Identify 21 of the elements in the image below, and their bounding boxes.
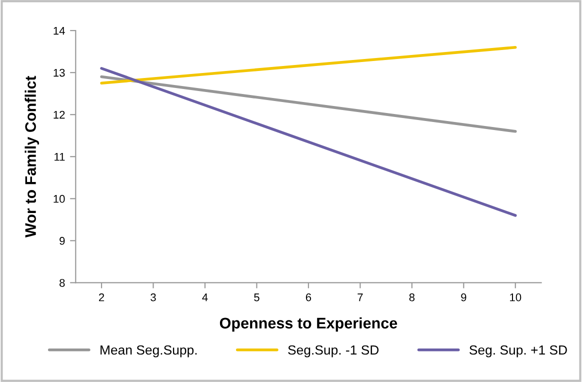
x-tick-label: 10 (510, 293, 522, 302)
x-tick-label: 9 (461, 293, 466, 302)
y-tick-label: 9 (60, 236, 65, 245)
legend-label: Mean Seg.Supp. (100, 345, 197, 358)
y-axis-title: Wor to Family Conflict (24, 76, 39, 238)
y-tick-label: 14 (54, 26, 65, 35)
y-tick-label: 8 (60, 278, 65, 287)
y-tick-label: 13 (54, 68, 65, 77)
x-tick-label: 3 (150, 293, 156, 302)
x-tick-label: 2 (98, 293, 104, 302)
x-axis-title: Openness to Experience (220, 317, 398, 332)
legend-label: Seg. Sup. +1 SD (470, 345, 567, 358)
x-tick-label: 5 (254, 294, 260, 302)
x-tick-label: 7 (358, 294, 363, 302)
x-tick-label: 6 (306, 293, 312, 302)
x-tick-label: 4 (202, 294, 208, 302)
legend-label: Seg.Sup. -1 SD (288, 345, 379, 358)
x-tick-label: 8 (409, 293, 415, 302)
y-tick-label: 10 (54, 194, 65, 203)
y-tick-label: 11 (54, 153, 65, 161)
y-tick-label: 12 (54, 110, 65, 119)
